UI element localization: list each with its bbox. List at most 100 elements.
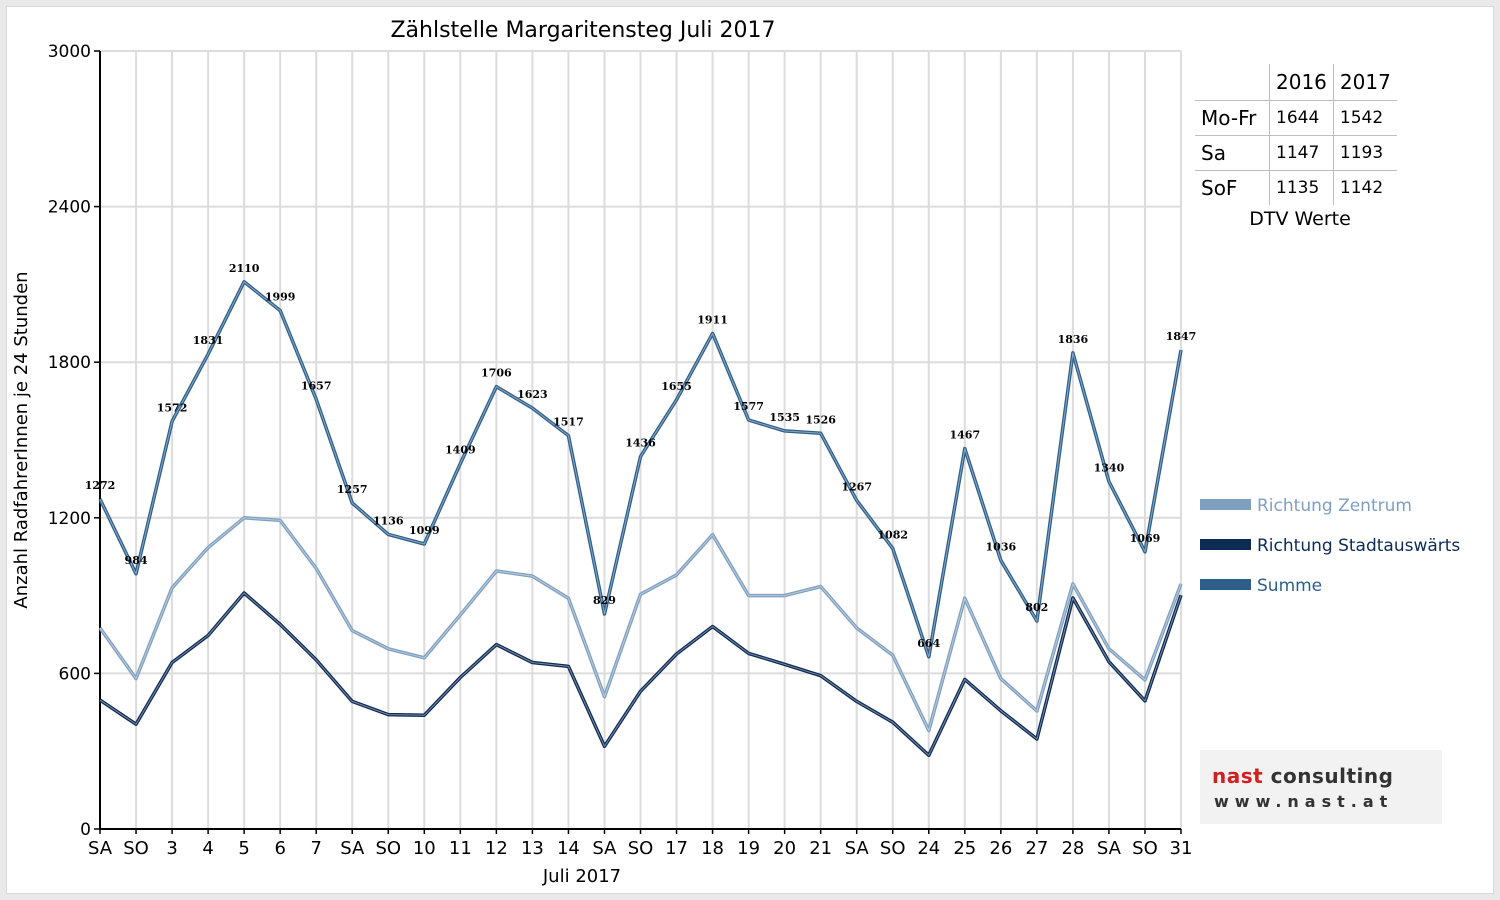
data-label: 1623: [517, 388, 548, 401]
x-tick-label: 19: [737, 838, 760, 859]
y-tick-label: 2400: [48, 198, 91, 218]
data-label: 2110: [229, 262, 260, 275]
legend-label: Summe: [1257, 576, 1322, 596]
data-label: 1257: [337, 483, 368, 496]
data-label: 1136: [373, 514, 404, 527]
x-tick-label: 13: [521, 838, 544, 859]
dtv-header-2017: 2017: [1332, 64, 1397, 101]
series-line-highlight-1: [99, 592, 1182, 756]
data-label: 1267: [841, 480, 872, 493]
data-label: 1831: [193, 334, 224, 347]
series-line-2: [98, 280, 1183, 659]
data-label: 1340: [1094, 461, 1125, 474]
dtv-cell: 1193: [1332, 135, 1397, 171]
data-label: 1847: [1166, 330, 1197, 343]
x-tick-label: SA: [592, 838, 617, 859]
legend: Richtung Zentrum Richtung Stadtauswärts Su…: [1200, 496, 1460, 596]
data-label: 1467: [949, 429, 980, 442]
x-axis-title: Juli 2017: [542, 866, 621, 887]
data-label: 1657: [301, 379, 332, 392]
y-tick-label: 1800: [48, 353, 91, 373]
data-label: 1911: [697, 313, 728, 326]
data-label: 829: [593, 594, 616, 607]
y-tick-label: 3000: [48, 42, 91, 62]
y-tick-label: 1200: [48, 509, 91, 529]
x-tick-label: SO: [628, 838, 654, 859]
dtv-table: 2016 2017 Mo-Fr 1644 1542 Sa 1147 1193 S…: [1195, 64, 1397, 205]
x-tick-label: 18: [701, 838, 724, 859]
dtv-cell: 1142: [1332, 170, 1397, 205]
data-label: 1272: [85, 479, 116, 492]
chart-title: Zählstelle Margaritensteg Juli 2017: [390, 18, 775, 43]
data-label: 1069: [1130, 532, 1161, 545]
series-lines: [98, 280, 1183, 758]
y-tick-label: 600: [59, 664, 91, 684]
logo-url: www.nast.at: [1214, 792, 1394, 811]
x-tick-label: 24: [917, 838, 940, 859]
x-tick-label: 28: [1061, 838, 1084, 859]
x-tick-label: 7: [310, 838, 321, 859]
logo-name-part1: nast: [1212, 764, 1264, 788]
dtv-row-label: SoF: [1201, 176, 1238, 200]
x-tick-label: 20: [773, 838, 796, 859]
series-line-highlight-2: [99, 281, 1182, 658]
data-label: 984: [125, 554, 148, 567]
data-label: 664: [917, 637, 940, 650]
dtv-row-label: Mo-Fr: [1195, 100, 1270, 136]
legend-label: Richtung Stadtauswärts: [1257, 536, 1460, 556]
x-tick-label: SO: [1132, 838, 1158, 859]
data-label: 1535: [769, 411, 800, 424]
dtv-row: Sa 1147 1193: [1195, 135, 1397, 171]
x-tick-label: 5: [238, 838, 249, 859]
dtv-row-label: Sa: [1195, 135, 1270, 171]
x-tick-label: SO: [880, 838, 906, 859]
series-line-0: [98, 516, 1183, 733]
x-tick-label: 31: [1170, 838, 1193, 859]
dtv-header-2016: 2016: [1269, 64, 1334, 101]
x-tick-label: 26: [989, 838, 1012, 859]
data-label: 1409: [445, 444, 476, 457]
logo-name-part2: consulting: [1263, 764, 1394, 788]
data-label: 1082: [877, 528, 908, 541]
dtv-cell: 1135: [1269, 170, 1334, 205]
x-tick-label: 17: [665, 838, 688, 859]
data-label: 1572: [157, 401, 188, 414]
data-label: 1526: [805, 413, 836, 426]
dtv-row: SoF 1135 1142: [1195, 170, 1397, 205]
data-labels: 1272 984 1572 1831 2110 1999 1657 1257 1136 1099 1…: [85, 262, 1197, 650]
data-label: 1836: [1058, 333, 1089, 346]
x-tick-label: SA: [340, 838, 365, 859]
x-tick-label: 4: [202, 838, 213, 859]
data-label: 1999: [265, 291, 296, 304]
dtv-cell: 1644: [1269, 100, 1334, 136]
dtv-caption: DTV Werte: [1249, 208, 1351, 230]
data-label: 1099: [409, 524, 440, 537]
series-line-highlight-0: [99, 517, 1182, 731]
x-tick-label: 3: [166, 838, 177, 859]
data-label: 1655: [661, 380, 692, 393]
axes: 0 600 1200 1800 2400 3000 SA SO 3 4 5 6 7 SA SO 10 11 12 1…: [48, 42, 1193, 859]
y-axis-title: Anzahl RadfahrerInnen je 24 Stunden: [11, 271, 32, 608]
data-label: 1706: [481, 367, 512, 380]
y-tick-label: 0: [80, 820, 91, 840]
x-tick-label: SO: [375, 838, 401, 859]
data-label: 1517: [553, 416, 584, 429]
company-logo: nast consulting www.nast.at: [1200, 750, 1442, 824]
x-tick-label: 25: [953, 838, 976, 859]
legend-label: Richtung Zentrum: [1257, 496, 1412, 516]
series-line-1: [99, 591, 1183, 758]
dtv-cell: 1542: [1332, 100, 1397, 136]
x-tick-label: 14: [557, 838, 580, 859]
x-tick-label: SA: [1097, 838, 1122, 859]
data-label: 1577: [733, 400, 764, 413]
legend-swatch: [1200, 579, 1251, 590]
dtv-header-row: 2016 2017: [1195, 64, 1397, 101]
legend-swatch: [1200, 539, 1251, 550]
data-label: 802: [1025, 601, 1048, 614]
dtv-header-empty: [1195, 64, 1270, 101]
logo-name: nast consulting: [1212, 764, 1393, 788]
dtv-row: Mo-Fr 1644 1542: [1195, 100, 1397, 136]
legend-swatch: [1200, 499, 1251, 510]
x-tick-label: SO: [123, 838, 149, 859]
